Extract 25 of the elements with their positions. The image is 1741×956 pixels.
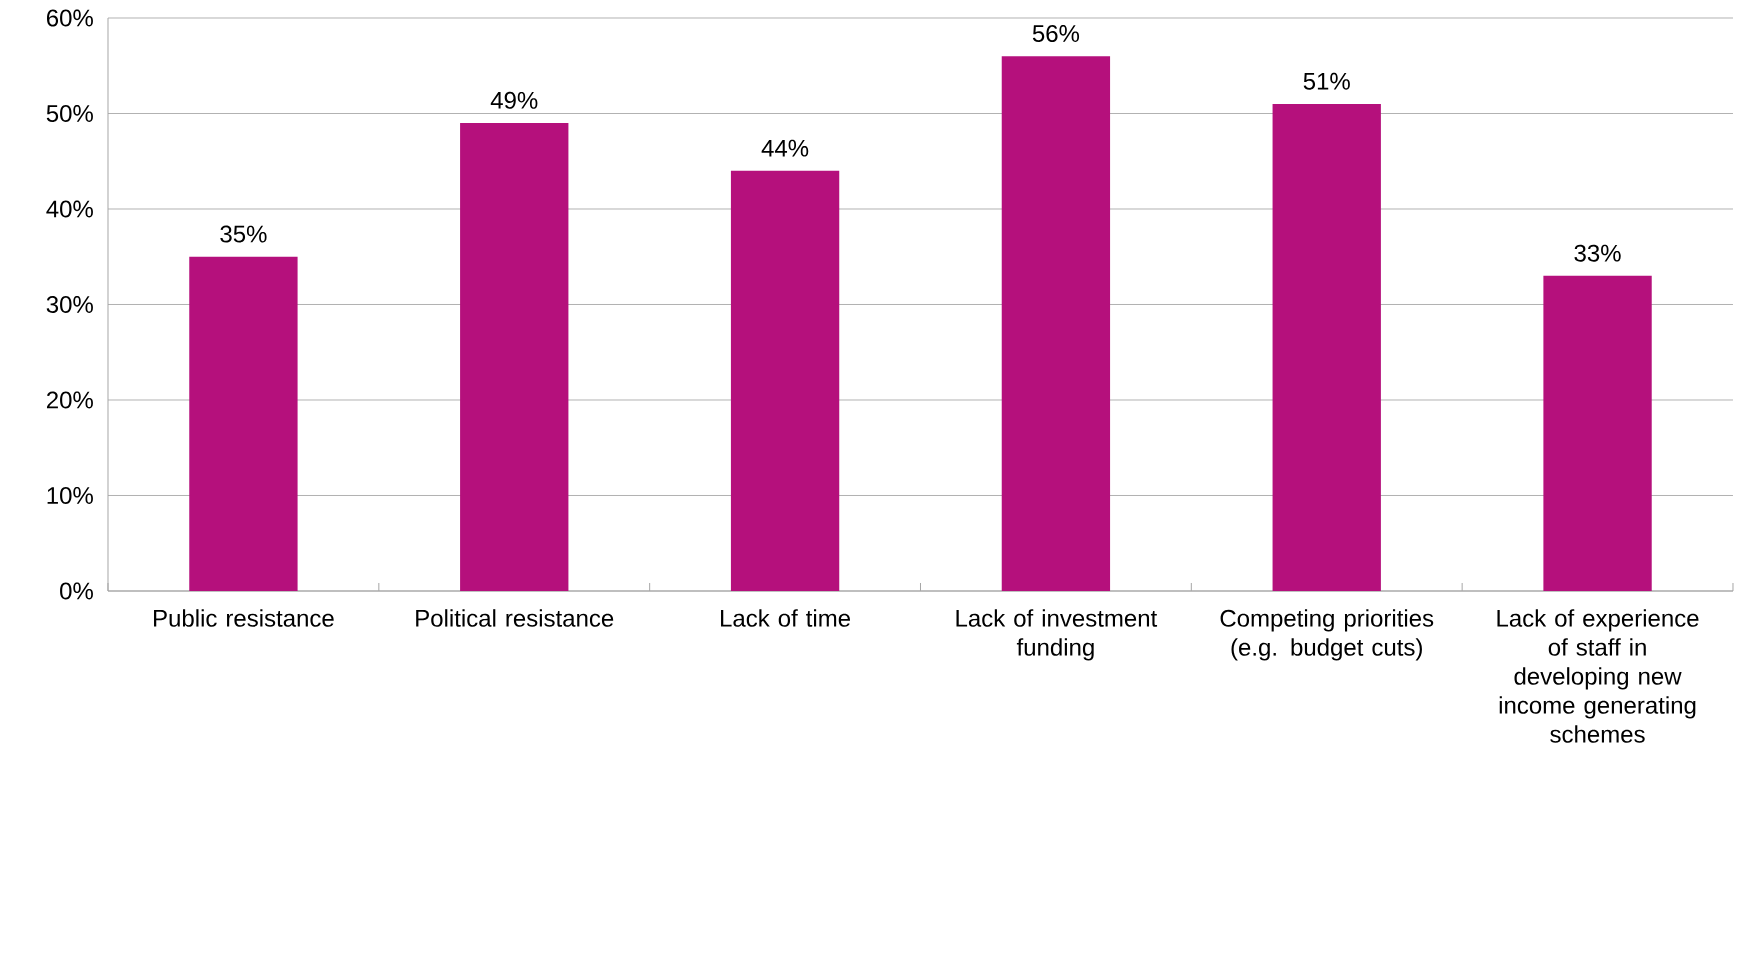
data-label: 44% [761, 139, 809, 157]
data-label: 51% [1303, 72, 1350, 90]
bar [1001, 56, 1111, 591]
y-tick-label: 0% [60, 582, 93, 600]
data-label: 33% [1574, 244, 1621, 262]
x-tick-label: Public resistance [154, 609, 334, 627]
y-tick-label: 20% [46, 391, 93, 409]
bar [730, 170, 840, 591]
x-tick-label: Lack of time [721, 609, 851, 627]
bar [189, 256, 298, 591]
bar [460, 123, 569, 591]
bar [1543, 275, 1652, 591]
data-label: 35% [220, 225, 267, 243]
bar [1272, 103, 1381, 591]
data-label: 56% [1032, 25, 1080, 43]
x-tick-label: Lack of experience of staff in developing new income generating schemes [1497, 609, 1699, 743]
y-tick-label: 60% [47, 9, 93, 27]
data-label: 49% [490, 91, 538, 109]
y-tick-label: 10% [47, 487, 93, 504]
x-tick-label: Lack of investment funding [956, 609, 1158, 661]
x-tick-label: Competing priorities (e.g. budget cuts) [1220, 609, 1434, 661]
y-tick-label: 40% [46, 200, 93, 218]
y-tick-label: 50% [46, 105, 93, 122]
x-tick-label: Political resistance [416, 609, 614, 627]
y-tick-label: 30% [46, 296, 93, 313]
